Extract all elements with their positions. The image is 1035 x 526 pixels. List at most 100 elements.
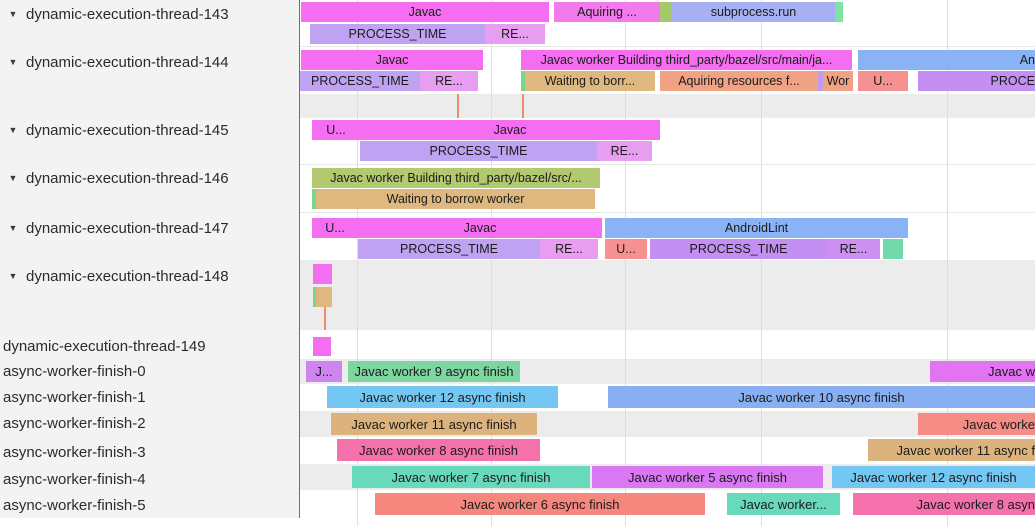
collapse-arrow-icon[interactable]: ▼ — [8, 125, 18, 135]
trace-span-bar[interactable]: RE... — [540, 239, 598, 259]
trace-span-label: PROCESS_TIME — [311, 74, 409, 88]
trace-span-bar[interactable]: U... — [605, 239, 647, 259]
trace-span-label: PROCESS_TIME — [689, 242, 788, 256]
track-separator — [300, 164, 1035, 165]
trace-span-bar[interactable]: Aquiring resources f... — [660, 71, 818, 91]
collapse-arrow-icon[interactable]: ▼ — [8, 57, 18, 67]
track-label-row[interactable]: async-worker-finish-2 — [0, 413, 299, 433]
trace-span-bar[interactable]: Javac worker 8 async finish — [337, 439, 540, 461]
trace-span-bar[interactable]: Javac — [301, 50, 483, 70]
trace-span-bar[interactable]: RE... — [485, 24, 545, 44]
trace-span-label: Waiting to borrow worker — [386, 192, 525, 206]
trace-span-bar[interactable]: Javac worker 5 async finish — [592, 466, 823, 488]
trace-span-bar[interactable]: Javac worker 12 async finish — [327, 386, 558, 408]
collapse-arrow-icon[interactable]: ▼ — [8, 9, 18, 19]
trace-span-bar[interactable]: U... — [312, 218, 358, 238]
track-label-row[interactable]: ▼ dynamic-execution-thread-145 — [0, 120, 299, 140]
trace-span-label: U... — [873, 74, 893, 88]
trace-span-label: subprocess.run — [710, 5, 797, 19]
collapse-arrow-icon[interactable]: ▼ — [8, 173, 18, 183]
trace-span-bar[interactable] — [660, 2, 672, 22]
trace-span-bar[interactable]: Javac worker 6 async finish — [375, 493, 705, 515]
trace-span-label: Wor — [826, 74, 850, 88]
trace-span-bar[interactable]: Javac worker 8 asyn — [853, 493, 1035, 515]
track-label-row[interactable]: ▼ dynamic-execution-thread-143 — [0, 4, 299, 24]
trace-span-label: Javac — [493, 123, 527, 137]
trace-span-bar[interactable]: Javac worke — [918, 413, 1035, 435]
trace-span-bar[interactable] — [313, 287, 316, 307]
collapse-arrow-icon[interactable]: ▼ — [8, 223, 18, 233]
track-label-row[interactable]: async-worker-finish-5 — [0, 495, 299, 515]
trace-span-bar[interactable] — [313, 337, 331, 356]
track-label-row[interactable]: dynamic-execution-thread-149 — [0, 336, 299, 356]
track-label-row[interactable]: async-worker-finish-3 — [0, 442, 299, 462]
trace-span-bar[interactable] — [313, 264, 332, 284]
trace-span-bar[interactable]: Wor — [823, 71, 853, 91]
trace-span-bar[interactable]: PROCESS_TIME — [310, 24, 485, 44]
trace-span-label: Javac worker 11 async f — [896, 442, 1035, 458]
trace-span-bar[interactable]: PROCE — [918, 71, 1035, 91]
trace-span-bar[interactable]: Javac worker Building third_party/bazel/… — [312, 168, 600, 188]
trace-span-bar[interactable]: Javac worker 7 async finish — [352, 466, 590, 488]
track-label: dynamic-execution-thread-147 — [26, 219, 229, 237]
trace-span-bar[interactable] — [316, 287, 332, 307]
trace-span-bar[interactable]: Javac worker 10 async finish — [608, 386, 1035, 408]
trace-span-bar[interactable]: PROCESS_TIME — [650, 239, 827, 259]
trace-span-bar[interactable]: Javac — [301, 2, 549, 22]
marker-tick — [457, 94, 459, 118]
trace-span-bar[interactable]: AndroidLint — [605, 218, 908, 238]
trace-span-bar[interactable]: J... — [306, 361, 342, 382]
trace-span-bar[interactable]: U... — [312, 120, 360, 140]
track-label: dynamic-execution-thread-145 — [26, 121, 229, 139]
trace-span-bar[interactable]: Waiting to borr... — [525, 71, 655, 91]
time-gridline — [357, 0, 358, 526]
trace-span-bar[interactable]: Javac worker 9 async finish — [348, 361, 520, 382]
trace-span-bar[interactable]: Javac worker 11 async f — [868, 439, 1035, 461]
trace-span-bar[interactable] — [312, 189, 316, 209]
trace-span-label: PROCESS_TIME — [348, 27, 447, 41]
trace-span-bar[interactable]: RE... — [420, 71, 478, 91]
trace-span-bar[interactable]: Aquiring ... — [554, 2, 660, 22]
track-label-row[interactable]: async-worker-finish-1 — [0, 387, 299, 407]
trace-span-bar[interactable]: Javac w — [930, 361, 1035, 382]
trace-span-bar[interactable]: Javac worker 12 async finish — [832, 466, 1035, 488]
trace-span-bar[interactable]: Javac — [358, 218, 602, 238]
trace-span-label: Javac worker 10 async finish — [738, 389, 905, 405]
track-label-row[interactable]: ▼ dynamic-execution-thread-147 — [0, 218, 299, 238]
track-label: dynamic-execution-thread-144 — [26, 53, 229, 71]
trace-span-bar[interactable] — [883, 239, 903, 259]
trace-span-label: Javac — [408, 5, 442, 19]
track-label: dynamic-execution-thread-149 — [3, 337, 206, 355]
track-label: async-worker-finish-2 — [3, 414, 146, 432]
trace-span-bar[interactable]: Javac worker Building third_party/bazel/… — [521, 50, 852, 70]
track-label-row[interactable]: async-worker-finish-0 — [0, 361, 299, 381]
track-label-row[interactable]: ▼ dynamic-execution-thread-148 — [0, 266, 299, 286]
trace-span-bar[interactable] — [818, 71, 823, 91]
trace-span-bar[interactable]: Javac — [360, 120, 660, 140]
trace-span-bar[interactable]: RE... — [827, 239, 880, 259]
trace-span-label: PROCESS_TIME — [400, 242, 498, 256]
trace-span-bar[interactable]: PROCESS_TIME — [360, 141, 597, 161]
trace-span-bar[interactable]: U... — [858, 71, 908, 91]
trace-span-bar[interactable]: PROCESS_TIME — [300, 71, 420, 91]
trace-span-bar[interactable]: PROCESS_TIME — [358, 239, 540, 259]
row-background-band — [300, 94, 1035, 118]
track-label-row[interactable]: ▼ dynamic-execution-thread-144 — [0, 52, 299, 72]
trace-span-label: PROCE — [990, 74, 1035, 88]
time-gridline — [761, 0, 762, 526]
trace-span-label: An — [1019, 53, 1035, 67]
collapse-arrow-icon[interactable]: ▼ — [8, 271, 18, 281]
trace-span-bar[interactable]: An — [858, 50, 1035, 70]
trace-span-label: RE... — [501, 27, 529, 41]
trace-span-bar[interactable] — [835, 2, 843, 22]
trace-span-bar[interactable]: Javac worker... — [727, 493, 840, 515]
trace-span-bar[interactable]: Javac worker 11 async finish — [331, 413, 537, 435]
track-label-row[interactable]: async-worker-finish-4 — [0, 469, 299, 489]
trace-span-bar[interactable]: RE... — [597, 141, 652, 161]
trace-span-bar[interactable]: Waiting to borrow worker — [316, 189, 595, 209]
track-label-row[interactable]: ▼ dynamic-execution-thread-146 — [0, 168, 299, 188]
trace-span-bar[interactable] — [521, 71, 525, 91]
trace-span-bar[interactable]: subprocess.run — [672, 2, 835, 22]
trace-span-label: Aquiring resources f... — [678, 74, 800, 88]
